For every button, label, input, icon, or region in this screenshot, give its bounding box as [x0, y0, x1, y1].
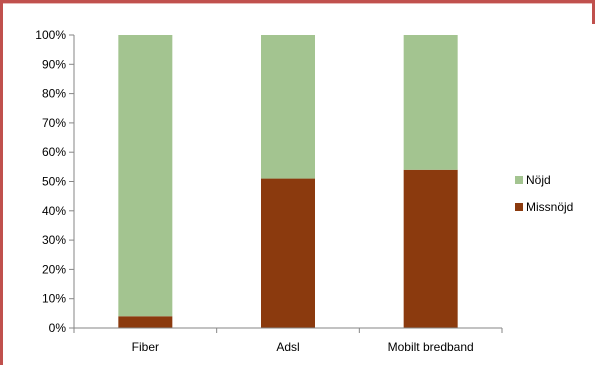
y-tick-labels: 0% 10% 20% 30% 40% 50% 60% 70% 80% 90% 100%: [35, 28, 66, 335]
y-tick-label: 40%: [42, 204, 66, 218]
x-tick-labels: Fiber Adsl Mobilt bredband: [132, 340, 474, 354]
axes-group: [69, 34, 503, 333]
bar-adsl-missn-jd: [261, 178, 315, 328]
bar-fiber-n-jd: [118, 35, 173, 317]
frame-left-border: [0, 0, 3, 365]
y-tick-label: 50%: [42, 175, 66, 189]
x-tick-label: Fiber: [132, 340, 159, 354]
legend-label-missn-jd: Missnöjd: [526, 200, 573, 214]
legend-label-n-jd: Nöjd: [526, 173, 551, 187]
bar-mobilt-bredband-missn-jd: [403, 169, 458, 328]
x-tick-label: Mobilt bredband: [388, 340, 474, 354]
frame-shadow: [3, 3, 592, 4]
legend-swatch-n-jd: [515, 176, 523, 184]
y-tick-label: 0%: [49, 321, 67, 335]
y-tick-label: 30%: [42, 233, 66, 247]
y-tick-label: 70%: [42, 116, 66, 130]
y-tick-label: 60%: [42, 145, 66, 159]
legend: Nöjd Missnöjd: [515, 173, 573, 214]
frame-right-border: [592, 0, 595, 24]
y-tick-label: 20%: [42, 262, 66, 276]
bar-adsl-n-jd: [261, 35, 315, 179]
y-tick-label: 80%: [42, 87, 66, 101]
y-tick-label: 90%: [42, 57, 66, 71]
frame-top-border: [0, 0, 595, 3]
y-tick-label: 10%: [42, 292, 66, 306]
legend-swatch-missn-jd: [515, 203, 523, 211]
bars-group: [118, 35, 458, 328]
bar-mobilt-bredband-n-jd: [403, 35, 458, 170]
x-tick-label: Adsl: [276, 340, 299, 354]
bar-fiber-missn-jd: [118, 316, 173, 328]
y-tick-label: 100%: [35, 28, 66, 42]
